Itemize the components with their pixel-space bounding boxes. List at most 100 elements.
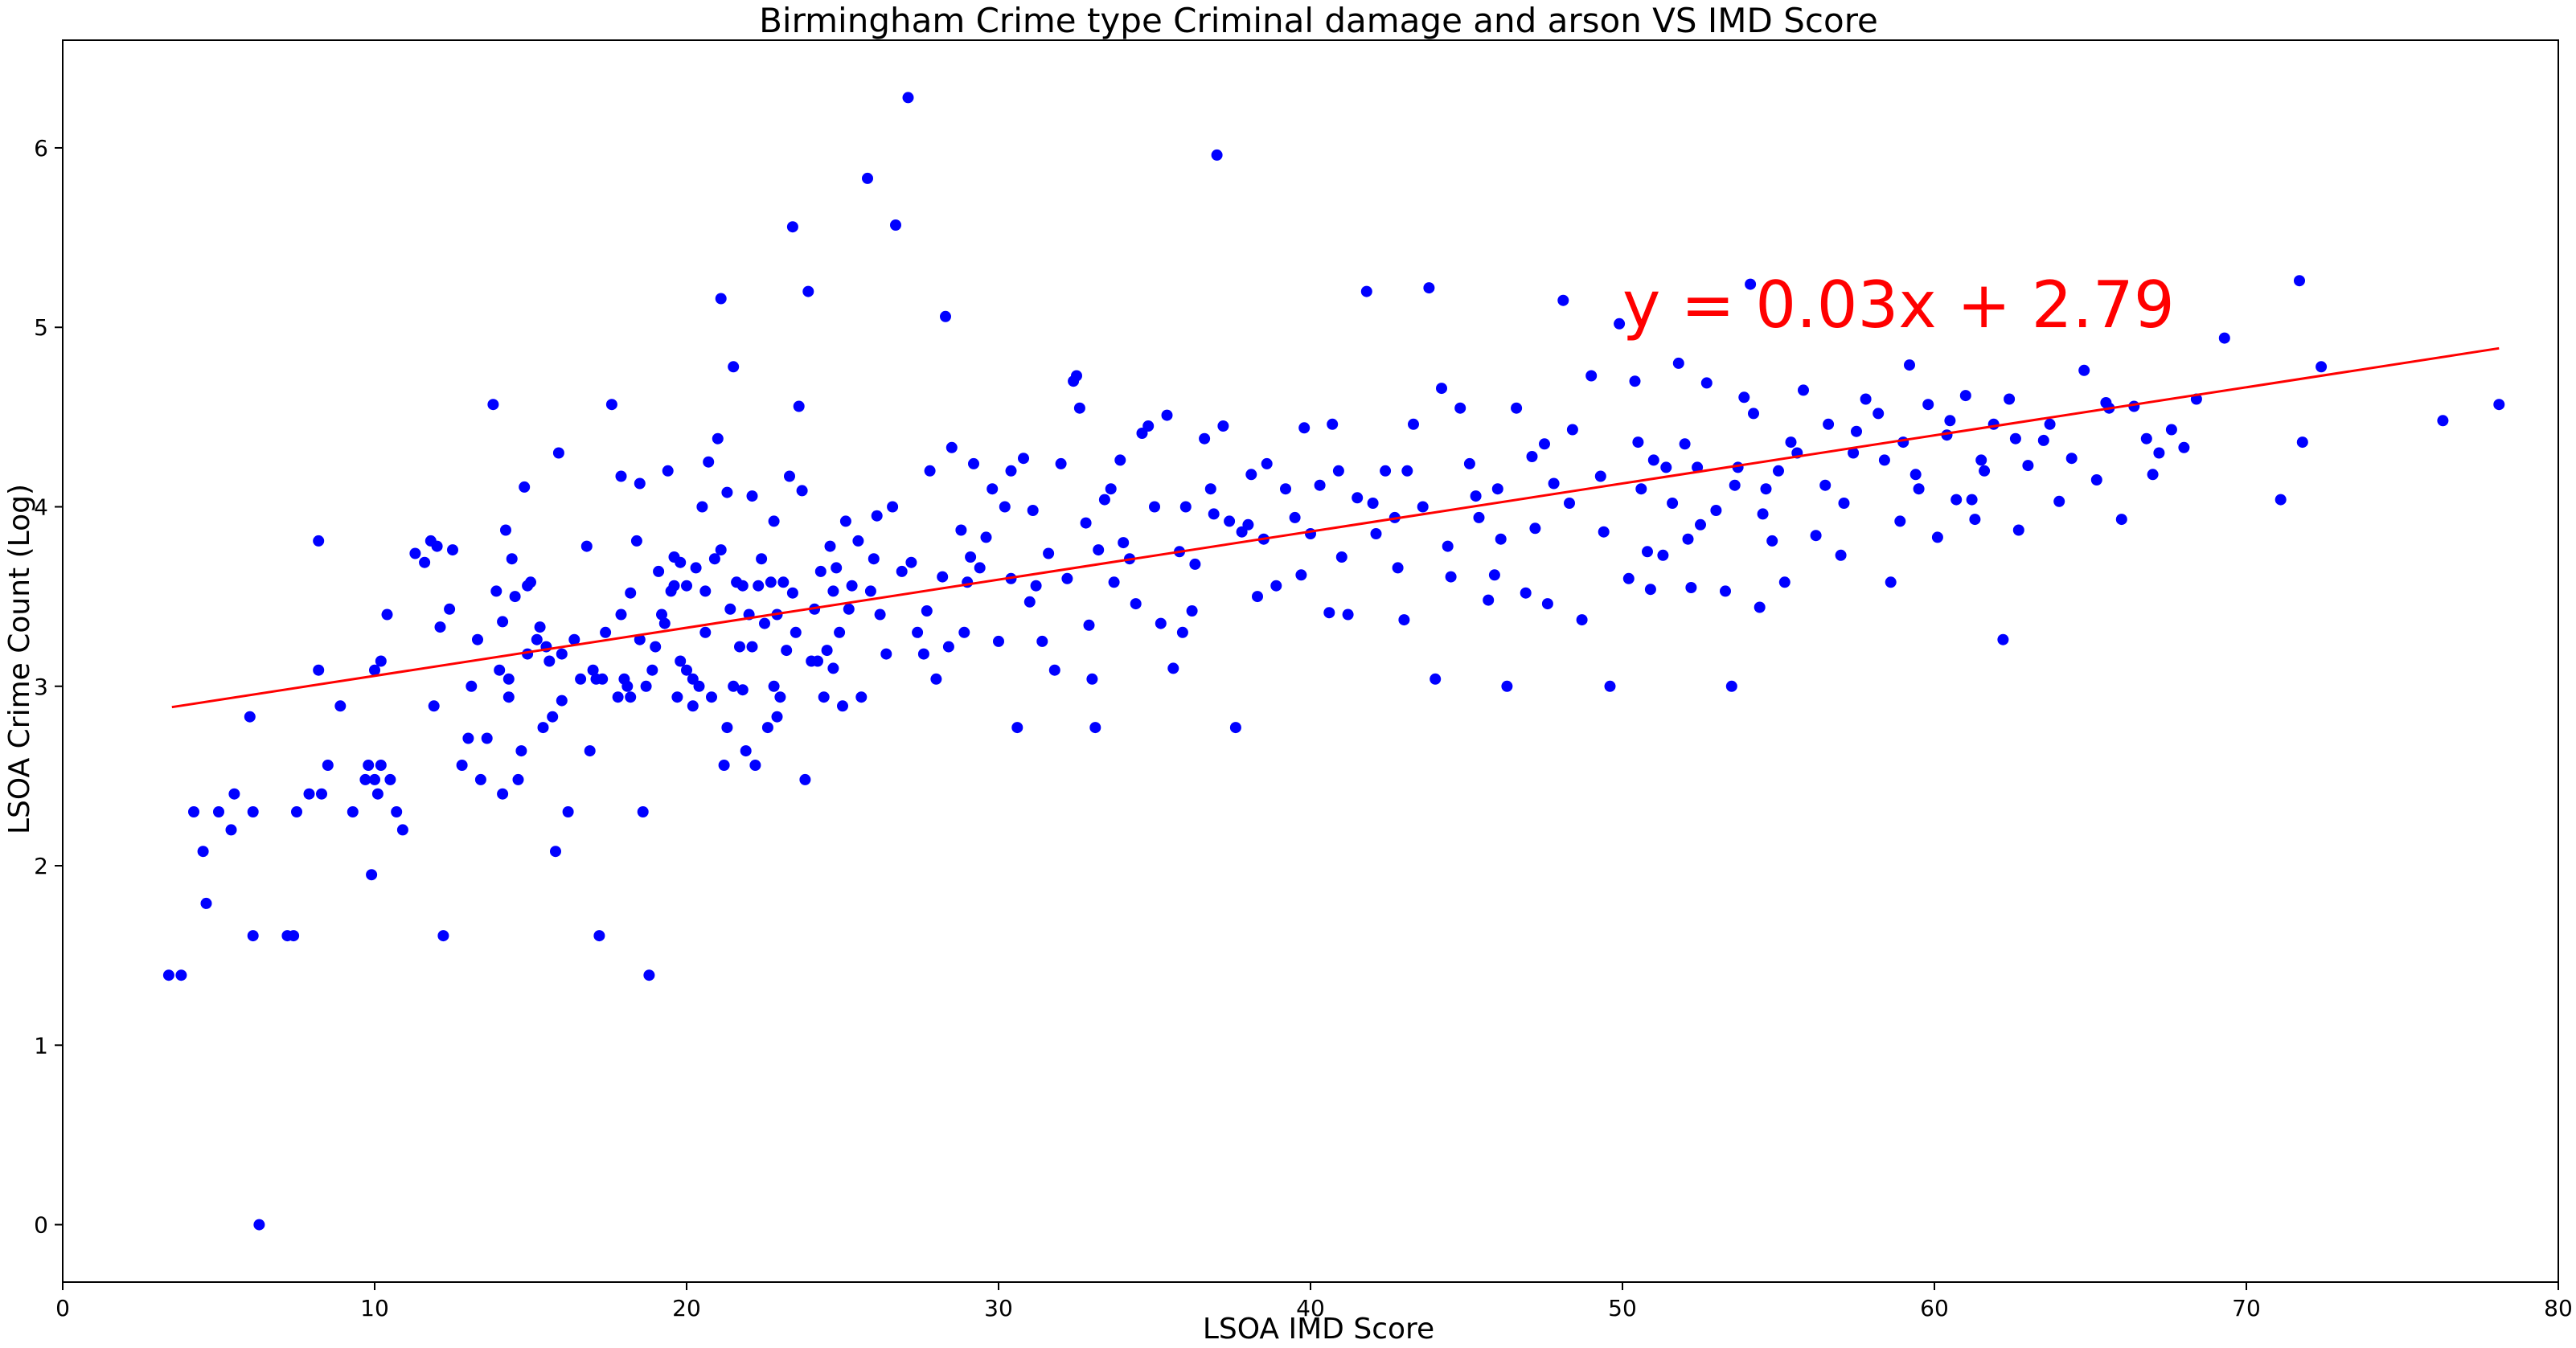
data-point: [658, 617, 671, 629]
data-point: [1614, 318, 1626, 330]
data-point: [2493, 399, 2505, 411]
data-point: [391, 806, 403, 817]
data-point: [1463, 457, 1475, 469]
data-point: [1130, 598, 1142, 610]
data-point: [696, 501, 708, 513]
data-point: [1093, 544, 1105, 556]
data-point: [1295, 569, 1307, 581]
data-point: [1335, 551, 1347, 563]
data-point: [818, 691, 830, 703]
data-point: [366, 869, 378, 881]
data-point: [2037, 434, 2049, 446]
data-point: [1819, 479, 1832, 491]
trend-equation-label: y = 0.03x + 2.79: [1622, 268, 2175, 342]
data-point: [1950, 494, 1963, 506]
data-point: [812, 655, 823, 667]
data-point: [615, 470, 627, 482]
x-tick-label: 40: [1296, 1295, 1325, 1321]
data-point: [1566, 424, 1578, 436]
data-point: [868, 553, 880, 565]
data-point: [1204, 483, 1216, 495]
data-point: [930, 673, 942, 685]
data-point: [1242, 518, 1254, 531]
data-point: [837, 700, 848, 712]
data-point: [1417, 501, 1429, 513]
data-point: [1454, 402, 1466, 414]
data-point: [1685, 582, 1697, 593]
data-point: [1541, 598, 1553, 610]
data-point: [525, 576, 536, 588]
data-point: [736, 684, 749, 696]
data-point: [1370, 528, 1382, 539]
data-point: [2004, 393, 2016, 405]
data-point: [600, 626, 612, 638]
data-point: [687, 700, 699, 712]
data-point: [2140, 432, 2152, 445]
data-point: [1987, 418, 2000, 430]
data-point: [1657, 549, 1669, 561]
data-point: [1695, 518, 1706, 531]
data-point: [793, 400, 805, 412]
data-point: [1470, 490, 1482, 502]
data-point: [497, 616, 509, 628]
data-point: [444, 603, 456, 615]
x-tick-label: 80: [2544, 1295, 2573, 1321]
data-point: [1885, 576, 1897, 588]
data-point: [1473, 511, 1485, 523]
data-point: [1660, 461, 1672, 473]
data-point: [799, 773, 811, 785]
data-point: [291, 806, 302, 817]
data-point: [690, 562, 702, 574]
data-point: [1030, 580, 1042, 592]
data-point: [228, 788, 240, 800]
data-point: [902, 92, 914, 104]
data-point: [765, 576, 777, 588]
data-point: [1114, 454, 1126, 466]
data-point: [587, 664, 599, 676]
data-point: [824, 540, 836, 552]
data-point: [896, 565, 908, 577]
data-point: [2296, 436, 2308, 449]
data-point: [1483, 594, 1495, 606]
data-point: [1860, 393, 1872, 405]
x-axis: 0 10 20 30 40 50 60 70 80: [55, 1282, 2573, 1321]
data-point: [1529, 522, 1541, 535]
data-point: [1622, 572, 1635, 584]
data-point: [1647, 454, 1659, 466]
data-point: [637, 806, 649, 817]
data-point: [1810, 530, 1822, 542]
data-point: [313, 535, 325, 547]
data-point: [1199, 432, 1211, 445]
data-point: [1367, 498, 1379, 509]
data-point: [708, 553, 720, 565]
data-point: [1520, 587, 1532, 599]
data-point: [790, 626, 802, 638]
data-point: [2022, 460, 2034, 472]
data-point: [1036, 635, 1048, 647]
data-point: [1360, 285, 1372, 297]
data-point: [334, 700, 347, 712]
data-point: [1897, 436, 1909, 449]
data-point: [796, 485, 808, 497]
data-point: [537, 722, 549, 734]
data-point: [1526, 451, 1538, 462]
data-point: [1442, 540, 1454, 552]
data-point: [512, 773, 524, 785]
data-point: [434, 621, 446, 633]
data-point: [703, 456, 715, 468]
data-point: [1423, 282, 1435, 294]
data-point: [1785, 436, 1797, 449]
data-point: [1155, 617, 1167, 629]
data-point: [693, 680, 705, 692]
data-point: [1005, 465, 1017, 477]
data-point: [544, 655, 556, 667]
data-point: [474, 773, 486, 785]
data-point: [862, 172, 873, 184]
data-point: [1224, 515, 1236, 527]
data-point: [940, 310, 951, 322]
data-point: [2100, 397, 2112, 408]
data-point: [437, 930, 449, 942]
data-point: [718, 760, 730, 771]
data-point: [1904, 359, 1915, 371]
data-point: [1629, 375, 1641, 387]
